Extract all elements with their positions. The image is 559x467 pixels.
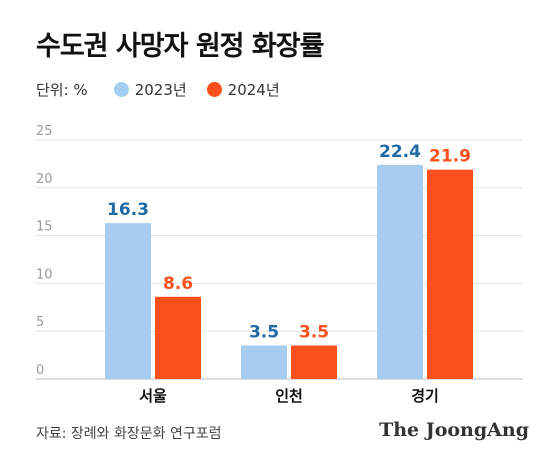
y-tick-label: 20	[36, 172, 53, 187]
y-tick-label: 15	[36, 220, 53, 235]
data-label: 16.3	[107, 200, 149, 220]
brand-logo: The JoongAng	[379, 419, 529, 441]
bar	[241, 345, 287, 379]
y-tick-label: 10	[36, 267, 53, 282]
bar	[155, 296, 201, 379]
y-tick-label: 5	[36, 315, 44, 330]
bar	[427, 169, 473, 379]
data-label: 8.6	[163, 274, 193, 294]
data-label: 21.9	[429, 147, 471, 167]
bar	[377, 164, 423, 379]
legend-item-2024: 2024년	[206, 79, 280, 100]
data-label: 3.5	[299, 323, 329, 343]
bar	[105, 223, 151, 379]
legend-swatch-2023	[113, 82, 129, 97]
data-label: 22.4	[379, 142, 421, 162]
legend-item-2023: 2023년	[113, 79, 187, 100]
legend-label-2023: 2023년	[134, 81, 187, 99]
legend-label-2024: 2024년	[227, 81, 280, 99]
category-label: 경기	[411, 387, 439, 405]
source-note: 자료: 장례와 화장문화 연구포럼	[36, 426, 222, 442]
category-label: 서울	[139, 387, 167, 405]
category-label: 인천	[275, 387, 303, 405]
bar	[291, 345, 337, 379]
data-label: 3.5	[249, 323, 279, 343]
y-tick-label: 25	[36, 124, 53, 139]
legend-swatch-2024	[206, 82, 222, 97]
chart-title: 수도권 사망자 원정 화장률	[36, 31, 324, 62]
unit-label: 단위: %	[36, 81, 88, 99]
y-tick-label: 0	[36, 363, 44, 378]
legend: 단위: % 2023년 2024년	[36, 79, 300, 100]
